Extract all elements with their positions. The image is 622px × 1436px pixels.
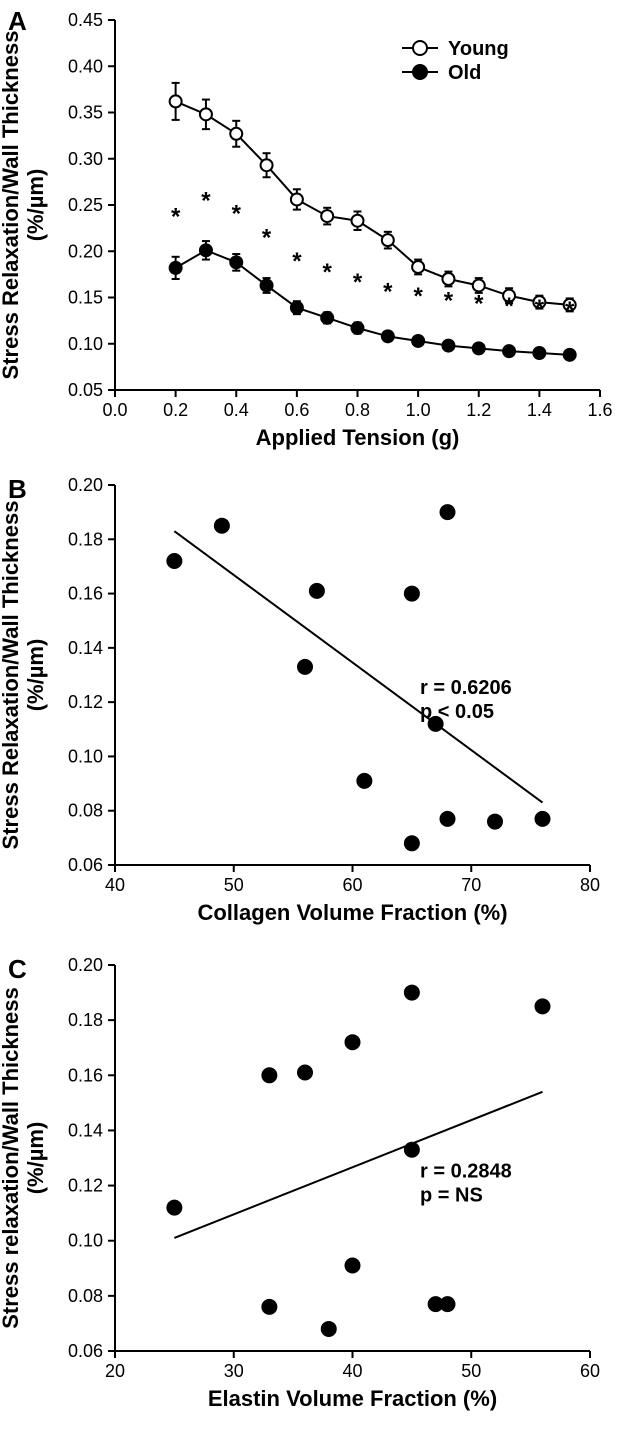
svg-text:Elastin Volume Fraction (%): Elastin Volume Fraction (%) <box>208 1386 497 1411</box>
svg-text:0.08: 0.08 <box>68 1286 103 1306</box>
svg-text:Old: Old <box>448 62 481 84</box>
svg-text:*: * <box>413 283 423 310</box>
svg-text:p = NS: p = NS <box>420 1184 483 1206</box>
svg-text:0.18: 0.18 <box>68 1010 103 1030</box>
svg-text:0.20: 0.20 <box>68 475 103 495</box>
svg-text:*: * <box>565 297 575 324</box>
svg-text:40: 40 <box>342 1361 362 1381</box>
svg-text:*: * <box>504 293 514 320</box>
svg-text:1.0: 1.0 <box>406 400 431 420</box>
svg-text:70: 70 <box>461 875 481 895</box>
svg-text:1.6: 1.6 <box>587 400 612 420</box>
svg-text:*: * <box>323 259 333 286</box>
svg-text:Stress Relaxation/Wall Thickne: Stress Relaxation/Wall Thickness(%/µm) <box>0 501 48 850</box>
svg-text:0.35: 0.35 <box>68 103 103 123</box>
svg-text:0.40: 0.40 <box>68 56 103 76</box>
svg-text:40: 40 <box>105 875 125 895</box>
panel-a-svg: A 0.00.20.40.60.81.01.21.41.60.050.100.1… <box>0 0 622 470</box>
svg-text:0.06: 0.06 <box>68 1341 103 1361</box>
svg-text:0.8: 0.8 <box>345 400 370 420</box>
svg-text:r = 0.6206: r = 0.6206 <box>420 677 512 699</box>
svg-text:50: 50 <box>461 1361 481 1381</box>
svg-text:0.10: 0.10 <box>68 334 103 354</box>
panel-c: C 20 30 40 50 60 0.06 0.08 0.10 0.12 0.14 0.16 0.18… <box>0 950 622 1436</box>
plot-b: 40 50 60 70 80 0.06 0.08 0.10 0.12 0.14 0.16 0.18 0.… <box>0 475 600 925</box>
svg-text:0.14: 0.14 <box>68 638 103 658</box>
plot-c: 20 30 40 50 60 0.06 0.08 0.10 0.12 0.14 0.16 0.18 0.… <box>0 955 600 1411</box>
svg-text:0.2: 0.2 <box>163 400 188 420</box>
svg-text:*: * <box>474 290 484 317</box>
panel-b-label: B <box>8 474 27 504</box>
svg-text:Applied Tension (g): Applied Tension (g) <box>256 425 460 450</box>
svg-text:0.12: 0.12 <box>68 692 103 712</box>
panel-a: A 0.00.20.40.60.81.01.21.41.60.050.100.1… <box>0 0 622 470</box>
svg-text:1.4: 1.4 <box>527 400 552 420</box>
plot-a: 0.0 0.2 0.4 0.6 0.8 1.0 1.2 1.4 1.6 0.05 0.10 0.15 0… <box>0 10 613 450</box>
svg-text:30: 30 <box>224 1361 244 1381</box>
svg-text:0.4: 0.4 <box>224 400 249 420</box>
panel-c-label: C <box>8 954 27 984</box>
svg-text:60: 60 <box>342 875 362 895</box>
svg-text:0.08: 0.08 <box>68 801 103 821</box>
svg-text:Young: Young <box>448 38 509 60</box>
svg-text:0.05: 0.05 <box>68 380 103 400</box>
svg-text:0.20: 0.20 <box>68 955 103 975</box>
svg-text:0.6: 0.6 <box>284 400 309 420</box>
svg-text:0.30: 0.30 <box>68 149 103 169</box>
svg-text:20: 20 <box>105 1361 125 1381</box>
svg-text:*: * <box>201 188 211 215</box>
svg-text:*: * <box>535 295 545 322</box>
svg-text:0.14: 0.14 <box>68 1120 103 1140</box>
figure: A 0.00.20.40.60.81.01.21.41.60.050.100.1… <box>0 0 622 1436</box>
svg-text:0.10: 0.10 <box>68 1231 103 1251</box>
panel-c-svg: C 20 30 40 50 60 0.06 0.08 0.10 0.12 0.14 0.16 0.18… <box>0 950 622 1436</box>
svg-text:Stress relaxation/Wall Thickne: Stress relaxation/Wall Thickness(%/µm) <box>0 987 48 1329</box>
svg-text:1.2: 1.2 <box>466 400 491 420</box>
svg-text:0.18: 0.18 <box>68 529 103 549</box>
panel-b-svg: B 40 50 60 70 80 0.06 0.08 0.10 0.12 0.14 0.16 0.18… <box>0 470 622 950</box>
svg-text:50: 50 <box>224 875 244 895</box>
svg-text:0.25: 0.25 <box>68 195 103 215</box>
svg-text:*: * <box>232 201 242 228</box>
svg-text:p < 0.05: p < 0.05 <box>420 701 494 723</box>
svg-text:80: 80 <box>580 875 600 895</box>
svg-text:r = 0.2848: r = 0.2848 <box>420 1160 512 1182</box>
svg-text:0.45: 0.45 <box>68 10 103 30</box>
svg-text:*: * <box>262 225 272 252</box>
svg-text:0.12: 0.12 <box>68 1176 103 1196</box>
svg-text:0.0: 0.0 <box>102 400 127 420</box>
svg-text:*: * <box>353 269 363 296</box>
svg-text:60: 60 <box>580 1361 600 1381</box>
svg-text:0.10: 0.10 <box>68 746 103 766</box>
svg-text:0.06: 0.06 <box>68 855 103 875</box>
svg-text:Stress Relaxation/Wall Thickne: Stress Relaxation/Wall Thickness(%/µm) <box>0 31 48 380</box>
svg-text:*: * <box>292 248 302 275</box>
svg-text:0.16: 0.16 <box>68 1065 103 1085</box>
svg-text:Collagen Volume Fraction (%): Collagen Volume Fraction (%) <box>197 900 507 925</box>
svg-text:*: * <box>171 203 181 230</box>
svg-text:0.16: 0.16 <box>68 584 103 604</box>
svg-text:*: * <box>383 278 393 305</box>
svg-text:*: * <box>444 288 454 315</box>
svg-text:0.15: 0.15 <box>68 288 103 308</box>
svg-text:0.20: 0.20 <box>68 241 103 261</box>
panel-b: B 40 50 60 70 80 0.06 0.08 0.10 0.12 0.14 0.16 0.18… <box>0 470 622 950</box>
